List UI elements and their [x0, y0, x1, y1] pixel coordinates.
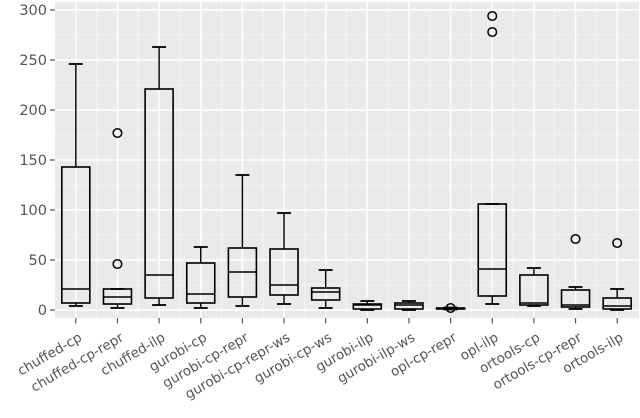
- iqr-box: [352, 303, 383, 310]
- iqr-box: [269, 248, 299, 296]
- iqr-box: [519, 274, 549, 306]
- outlier-point: [445, 302, 456, 314]
- box-gurobi-ilp-ws: [394, 300, 424, 311]
- box-gurobi-ilp: [352, 300, 383, 311]
- box-ortools-cp: [519, 267, 549, 307]
- y-axis-tick-labels: 0 50 100 150 200 250 300: [19, 3, 47, 319]
- box-ortools-ilp: [602, 237, 632, 311]
- iqr-box: [185, 262, 216, 304]
- boxplot-series: [61, 10, 632, 314]
- box-gurobi-cp-repr-ws: [269, 212, 299, 305]
- iqr-box: [310, 287, 341, 301]
- box-gurobi-cp-ws: [310, 269, 341, 309]
- box-chuffed-cp: [61, 63, 91, 307]
- outlier-point: [112, 258, 123, 270]
- box-ortools-cp-repr: [560, 233, 591, 310]
- iqr-box: [144, 88, 174, 299]
- y-tick-label: 250: [19, 53, 47, 69]
- y-tick-label: 200: [19, 103, 47, 119]
- y-tick-label: 0: [38, 303, 47, 319]
- axis-tick-marks: [50, 9, 618, 324]
- outlier-point: [612, 237, 623, 249]
- iqr-box: [394, 302, 424, 310]
- outlier-point: [112, 127, 123, 139]
- iqr-box: [560, 289, 591, 308]
- iqr-box: [602, 297, 632, 310]
- gridlines-major: [55, 2, 639, 318]
- y-tick-label: 300: [19, 3, 47, 19]
- y-tick-label: 100: [19, 203, 47, 219]
- outlier-point: [487, 10, 498, 22]
- box-chuffed-ilp: [144, 46, 174, 306]
- box-opl-ilp: [477, 10, 508, 305]
- y-tick-label: 50: [29, 253, 47, 269]
- box-chuffed-cp-repr: [102, 127, 133, 309]
- box-gurobi-cp-repr: [227, 174, 258, 307]
- outlier-point: [570, 233, 581, 245]
- box-opl-cp-repr: [435, 302, 466, 314]
- iqr-box: [61, 166, 91, 304]
- iqr-box: [477, 203, 508, 297]
- y-tick-label: 150: [19, 153, 47, 169]
- outlier-point: [487, 26, 498, 38]
- box-gurobi-cp: [185, 246, 216, 309]
